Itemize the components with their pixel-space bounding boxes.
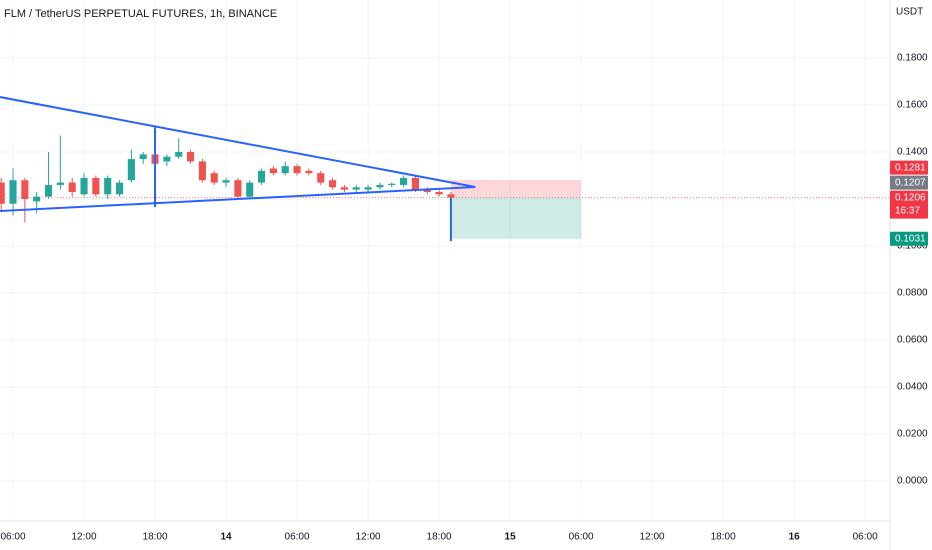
x-tick-label: 12:00 bbox=[72, 532, 97, 543]
candle-body bbox=[281, 166, 289, 174]
chart-title: FLM / TetherUS PERPETUAL FUTURES, 1h, BI… bbox=[4, 8, 277, 20]
candle-body bbox=[175, 152, 183, 157]
price-badge bbox=[890, 190, 928, 219]
y-tick-label: 0.1600 bbox=[897, 100, 928, 111]
candle-body bbox=[411, 177, 419, 190]
candle-body bbox=[269, 168, 277, 174]
candle-body bbox=[364, 187, 372, 190]
price-badge bbox=[890, 175, 928, 190]
candle-body bbox=[447, 194, 455, 198]
candle-body bbox=[246, 182, 254, 197]
x-tick-label: 12:00 bbox=[356, 532, 381, 543]
countdown-label: 16:37 bbox=[895, 205, 920, 216]
candle-body bbox=[56, 182, 64, 185]
x-tick-label: 06:00 bbox=[1, 532, 26, 543]
candle-body bbox=[317, 173, 325, 183]
x-tick-label: 14 bbox=[220, 532, 232, 543]
candle-body bbox=[0, 182, 5, 204]
price-badge bbox=[890, 160, 928, 175]
x-tick-label: 18:00 bbox=[427, 532, 452, 543]
candle-body bbox=[33, 196, 41, 202]
price-badge-label: 0.1207 bbox=[895, 177, 926, 188]
x-tick-label: 06:00 bbox=[853, 532, 878, 543]
candle-body bbox=[44, 184, 53, 197]
x-tick-label: 16 bbox=[789, 532, 801, 543]
candle-body bbox=[163, 156, 171, 162]
price-badge-label: 0.1031 bbox=[895, 233, 926, 244]
x-tick-label: 06:00 bbox=[569, 532, 594, 543]
candle-body bbox=[139, 154, 147, 160]
candle-body bbox=[210, 173, 218, 183]
drawn-line bbox=[0, 96, 476, 189]
candle-body bbox=[186, 152, 195, 162]
y-tick-label: 0.0800 bbox=[897, 288, 928, 299]
price-badge bbox=[890, 231, 928, 246]
candle-body bbox=[435, 191, 443, 195]
y-tick-label: 0.0000 bbox=[897, 476, 928, 487]
x-tick-label: 18:00 bbox=[711, 532, 736, 543]
currency-label: USDT bbox=[896, 7, 923, 18]
candle-body bbox=[234, 180, 242, 197]
candle-body bbox=[104, 177, 112, 195]
candle-body bbox=[293, 166, 301, 174]
candle-body bbox=[92, 177, 100, 195]
candle-body bbox=[115, 182, 124, 195]
candle-body bbox=[352, 187, 360, 190]
candle-body bbox=[9, 180, 17, 204]
stop-zone bbox=[450, 179, 582, 198]
candle-body bbox=[329, 180, 337, 188]
candle-body bbox=[222, 180, 230, 183]
y-tick-label: 0.1400 bbox=[897, 147, 928, 158]
grid bbox=[0, 0, 890, 520]
y-tick-label: 0.1000 bbox=[897, 241, 928, 252]
x-tick-label: 15 bbox=[505, 532, 517, 543]
candle-body bbox=[376, 184, 384, 188]
target-zone bbox=[450, 197, 582, 239]
x-tick-label: 12:00 bbox=[640, 532, 665, 543]
candle-body bbox=[198, 161, 206, 181]
candle-body bbox=[423, 189, 431, 192]
price-badge-label: 0.1281 bbox=[895, 162, 926, 173]
candle-body bbox=[68, 182, 76, 192]
drawn-line bbox=[0, 186, 476, 213]
y-tick-label: 0.0200 bbox=[897, 429, 928, 440]
candle-body bbox=[258, 170, 266, 183]
plot bbox=[0, 96, 890, 242]
price-badge-label: 0.1206 bbox=[895, 192, 926, 203]
x-tick-label: 06:00 bbox=[285, 532, 310, 543]
candle-body bbox=[305, 170, 313, 174]
x-tick-label: 18:00 bbox=[143, 532, 168, 543]
candle-body bbox=[400, 177, 408, 185]
y-tick-label: 0.0600 bbox=[897, 335, 928, 346]
y-tick-label: 0.1800 bbox=[897, 53, 928, 64]
axes: 0.0000 0.0200 0.0400 0.0600 0.0800 0.1000 0.12… bbox=[1, 53, 929, 543]
candle-body bbox=[388, 183, 396, 185]
candle-body bbox=[127, 159, 135, 181]
candle-body bbox=[21, 180, 29, 200]
candle-body bbox=[80, 177, 88, 195]
y-tick-label: 0.0400 bbox=[897, 382, 928, 393]
candle-body bbox=[340, 187, 348, 190]
